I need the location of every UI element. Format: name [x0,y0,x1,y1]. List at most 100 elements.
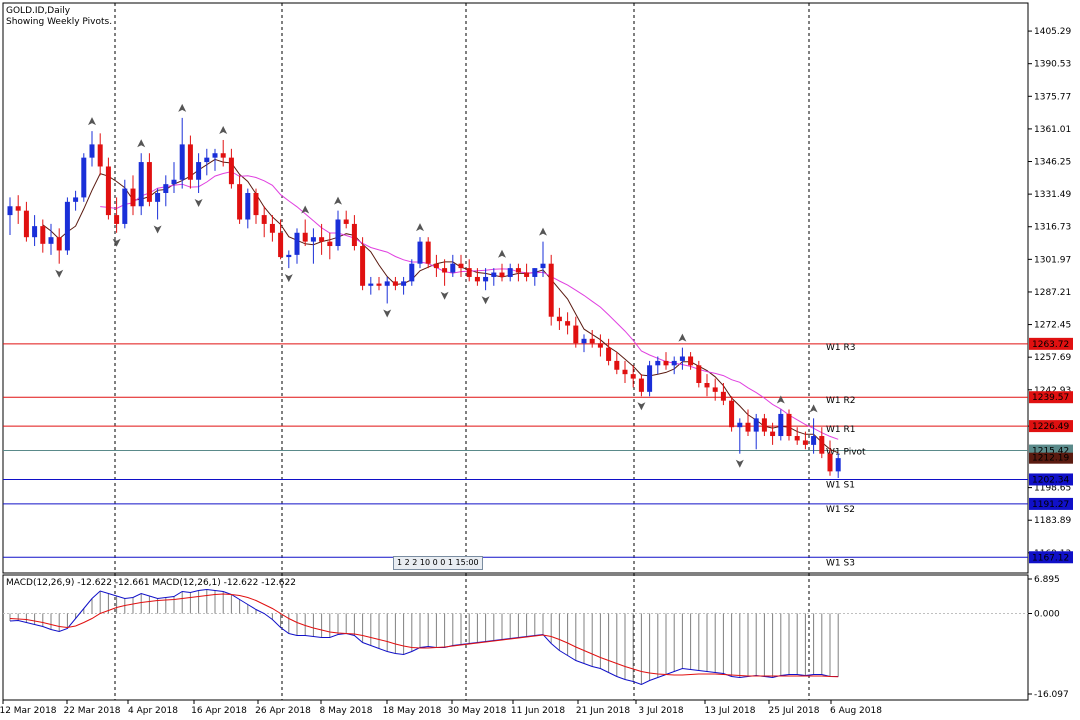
pivot-price-label: 1202.34 [1032,475,1069,485]
bear-candle [745,422,751,432]
bull-candle [737,422,743,428]
fractal-up-arrow [678,333,687,342]
bull-candle [286,254,292,258]
y-tick-label: 1316.73 [1034,223,1071,233]
bear-candle [794,436,800,441]
y-tick-label: 1390.53 [1034,60,1071,70]
y-tick-label: 1405.29 [1034,27,1071,37]
bear-candle [237,184,243,220]
bull-candle [73,197,79,202]
bull-candle [778,413,784,437]
macd-y-tick-label: 0.000 [1034,609,1060,619]
x-tick-label: 3 Jul 2018 [638,706,683,716]
x-tick-label: 6 Aug 2018 [830,706,882,716]
fractal-down-arrow [284,274,293,283]
bear-candle [187,144,193,180]
bear-candle [40,226,46,244]
bull-candle [532,268,538,277]
bull-candle [811,436,817,445]
bull-candle [483,276,489,282]
bear-candle [638,378,644,392]
bull-candle [294,232,300,255]
bull-candle [507,268,513,277]
x-tick-label: 30 May 2018 [448,706,507,716]
bear-candle [630,374,636,379]
fractal-down-arrow [194,199,203,207]
bear-candle [114,215,120,224]
pivot-price-box [1029,497,1073,510]
x-tick-label: 26 Apr 2018 [255,706,311,716]
fractal-down-arrow [153,225,162,234]
pivot-price-box [1029,391,1073,404]
fractal-down-arrow [481,296,490,305]
y-tick-label: 1257.69 [1034,353,1071,363]
fractal-up-arrow [498,249,506,258]
current-price-box [1029,452,1073,464]
x-tick-label: 18 May 2018 [383,706,442,716]
bull-candle [204,157,210,163]
bear-candle [23,210,29,238]
pivot-price-box [1029,473,1073,486]
bear-candle [97,144,103,167]
bear-candle [802,440,808,445]
bear-candle [712,387,718,392]
fractal-down-arrow [735,459,744,468]
bear-candle [573,325,579,344]
x-tick-label: 25 Jul 2018 [769,706,820,716]
bear-candle [327,241,333,247]
bear-candle [146,162,152,202]
pivot-level-name: W1 S3 [826,558,855,568]
bull-candle [32,226,38,238]
macd-y-tick-label: 6.895 [1034,575,1060,585]
bear-candle [696,365,702,383]
pivot-price-label: 1226.49 [1032,422,1069,432]
x-tick-label: 21 Jun 2018 [576,706,630,716]
bull-candle [310,237,316,242]
bull-candle [171,179,177,185]
bull-candle [450,263,456,273]
fractal-up-arrow [137,139,146,148]
fractal-up-arrow [776,395,785,404]
fractal-down-arrow [440,291,449,300]
y-tick-label: 1272.45 [1034,321,1071,331]
bear-candle [351,223,357,247]
bull-candle [581,338,587,344]
pivot-price-box [1029,420,1073,433]
fractal-down-arrow [55,269,64,278]
bear-candle [597,343,603,348]
bear-candle [433,263,439,269]
bear-candle [319,237,325,242]
bull-candle [491,272,497,277]
bear-candle [228,157,234,185]
bear-candle [458,263,464,269]
bear-candle [614,360,620,370]
bull-candle [335,219,341,247]
bull-candle [179,144,185,180]
current-price-label: 1212.19 [1032,454,1069,464]
bear-candle [278,232,284,258]
bull-candle [7,206,13,216]
y-tick-label: 1375.77 [1034,92,1071,102]
period-toolbar-text[interactable]: 1 2 2 10 0 0 1 15:00 [397,558,479,567]
bull-candle [48,237,54,244]
pivot-price-box [1029,551,1073,564]
fractal-up-arrow [178,103,187,112]
bull-candle [212,153,218,158]
bear-candle [302,232,308,242]
pivot-price-label: 1215.42 [1032,447,1069,457]
bear-candle [261,215,267,224]
pivot-level-name: W1 R3 [826,343,855,353]
bear-candle [15,206,21,211]
bear-candle [130,188,136,207]
period-toolbar[interactable]: 1 2 2 10 0 0 1 15:00 [393,556,483,570]
bull-candle [196,162,202,180]
y-tick-label: 1198.65 [1034,484,1071,494]
bear-candle [474,276,480,282]
y-tick-label: 1361.01 [1034,125,1071,135]
bull-candle [138,162,144,207]
pivot-level-name: W1 R2 [826,396,855,406]
chart-symbol-label: GOLD.ID,Daily [6,6,71,16]
fractal-up-arrow [219,125,228,134]
fractal-up-arrow [334,196,342,205]
